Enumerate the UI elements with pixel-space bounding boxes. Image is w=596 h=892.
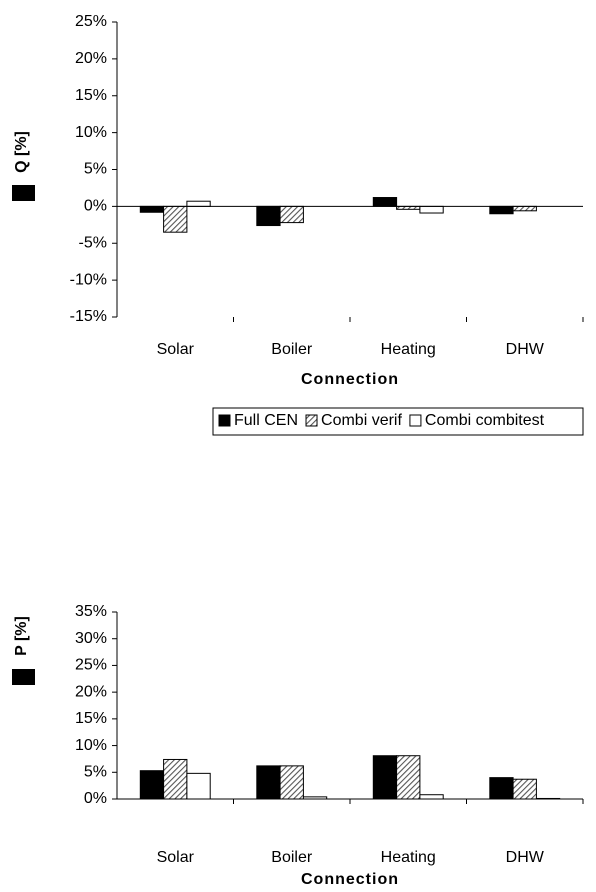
bar (139, 205, 165, 213)
bar (186, 772, 211, 800)
legend-label: Combi combitest (425, 412, 545, 429)
bar (279, 205, 304, 224)
x-axis-title: Connection (301, 871, 399, 888)
x-tick-label: DHW (506, 849, 545, 866)
bar (279, 765, 304, 800)
bar (256, 205, 281, 227)
y-tick-label: -5% (79, 234, 107, 251)
legend-label: Full CEN (234, 412, 298, 429)
symbol-block (12, 669, 35, 685)
bar (419, 205, 444, 214)
symbol-block (12, 185, 35, 201)
y-tick-label: 35% (75, 603, 107, 620)
y-tick-label: 20% (75, 50, 107, 67)
bar (512, 778, 537, 800)
y-tick-label: 25% (75, 13, 107, 30)
bar (419, 794, 444, 800)
y-tick-label: 10% (75, 737, 107, 754)
bar (139, 770, 165, 800)
legend-label: Combi verif (321, 412, 402, 429)
legend-swatch (409, 414, 422, 427)
bar (186, 200, 211, 207)
legend-box (212, 407, 584, 436)
bar (489, 205, 514, 215)
bar (163, 205, 188, 233)
y-tick-label: 5% (84, 161, 107, 178)
bar (372, 755, 398, 800)
x-tick-label: Solar (157, 341, 195, 358)
x-tick-label: Heating (381, 341, 436, 358)
y-tick-label: 15% (75, 710, 107, 727)
y-tick-label: 25% (75, 657, 107, 674)
x-tick-label: Boiler (271, 849, 313, 866)
bar (512, 205, 537, 212)
legend-swatch (305, 414, 318, 427)
x-tick-label: Solar (157, 849, 195, 866)
bar (396, 755, 421, 800)
bar (256, 765, 281, 800)
y-tick-label: 10% (75, 124, 107, 141)
y-tick-label: 15% (75, 87, 107, 104)
y-tick-label: -10% (70, 271, 107, 288)
y-axis-label: Q [%] (13, 131, 30, 173)
x-tick-label: Heating (381, 849, 436, 866)
y-tick-label: 0% (84, 790, 107, 807)
bar (489, 777, 514, 800)
bar (372, 197, 398, 207)
y-tick-label: -15% (70, 308, 107, 325)
x-tick-label: Boiler (271, 341, 313, 358)
x-tick-label: DHW (506, 341, 545, 358)
x-axis-title: Connection (301, 371, 399, 388)
legend-swatch (218, 414, 231, 427)
y-axis-label: P [%] (13, 616, 30, 656)
bar (163, 758, 188, 800)
y-tick-label: 0% (84, 198, 107, 215)
y-tick-label: 20% (75, 683, 107, 700)
y-tick-label: 30% (75, 630, 107, 647)
y-tick-label: 5% (84, 764, 107, 781)
